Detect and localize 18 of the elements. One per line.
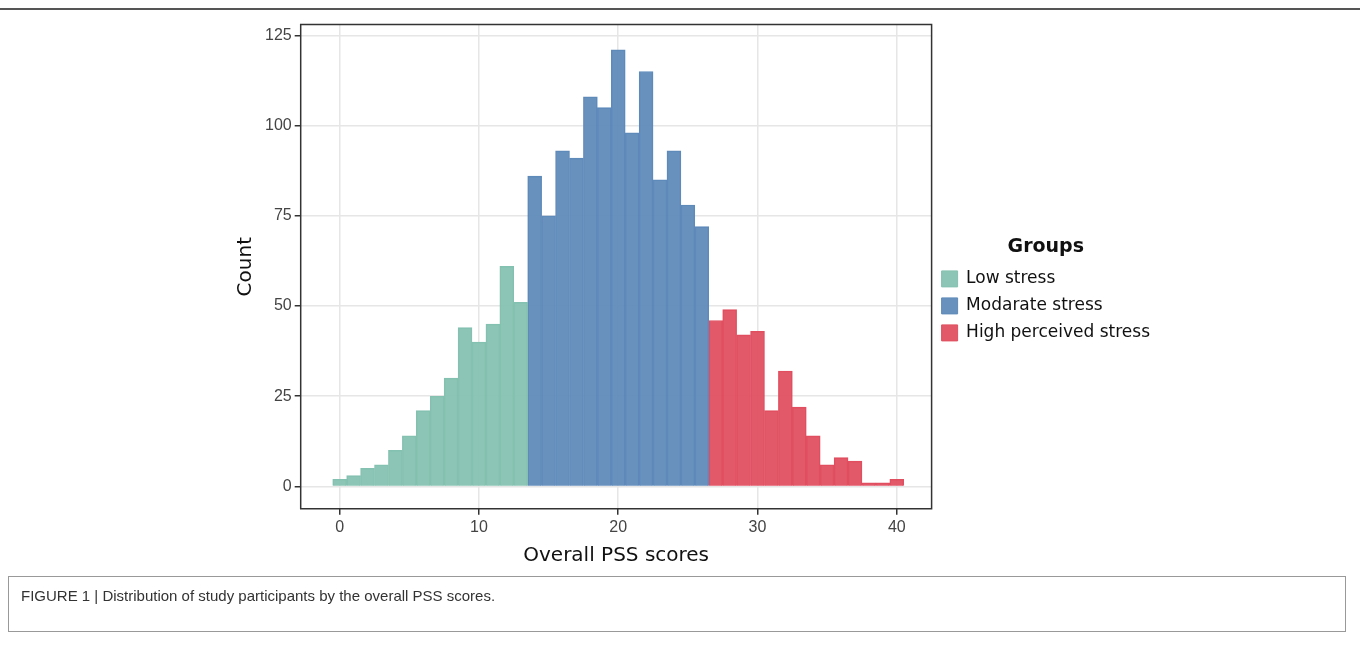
y-tick-label: 100 [264,116,292,134]
y-tick-label: 0 [282,476,292,494]
y-tick-label: 125 [264,25,292,43]
legend-title: Groups [1007,234,1085,257]
caption: FIGURE 1 | Distribution of study participants by the overall PSS scores. [8,576,1346,632]
x-axis-title: Overall PSS scores [523,542,710,567]
legend-label: Low stress [966,267,1056,288]
x-tick-label: 0 [335,517,345,535]
y-tick-label: 50 [273,296,292,314]
y-tick-label: 75 [273,206,292,224]
legend-label: High perceived stress [966,321,1151,342]
y-axis-title: Count [232,236,257,297]
x-tick-label: 10 [470,517,488,535]
x-tick-label: 30 [748,517,767,535]
legend-label: Modarate stress [966,294,1103,315]
x-tick-label: 40 [887,517,906,535]
x-tick-label: 20 [609,517,628,535]
y-tick-label: 25 [273,386,292,404]
